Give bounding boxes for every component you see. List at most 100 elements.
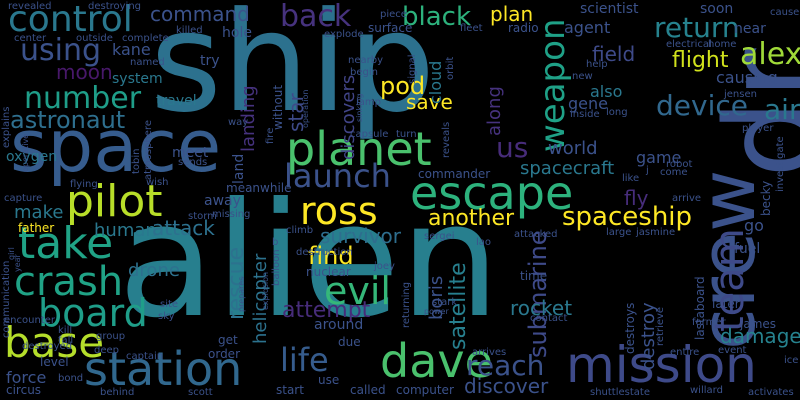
word-piece: piece — [380, 9, 407, 20]
word-jasmine: jasmine — [636, 227, 676, 238]
word-pod: pod — [380, 72, 426, 100]
word-astronaut: astronaut — [10, 106, 126, 134]
word-arrives: arrives — [472, 347, 507, 358]
word-moon: moon — [56, 60, 113, 84]
word-robot: robot — [666, 159, 693, 170]
word-submarine: submarine — [524, 230, 552, 358]
word-killed: killed — [176, 25, 203, 36]
word-radio: radio — [508, 21, 539, 35]
word-board: board — [38, 291, 148, 335]
word-fleet: fleet — [460, 23, 483, 34]
word-surface: surface — [368, 21, 413, 35]
word-space: space — [10, 104, 222, 188]
word-revealed: revealed — [8, 1, 52, 12]
word-along: along — [484, 86, 505, 136]
word-without: without — [271, 84, 285, 130]
word-missing: missing — [212, 209, 251, 220]
word-j: j — [646, 165, 649, 176]
word-signal: signal — [407, 54, 418, 84]
word-spaceship: spaceship — [562, 202, 693, 232]
word-stark: stark — [432, 297, 458, 308]
word-operation: operation — [301, 89, 310, 128]
word-air: air — [764, 93, 800, 126]
word-us: us — [496, 131, 529, 164]
word-around: around — [314, 317, 364, 333]
word-reach: reach — [466, 349, 545, 382]
word-discover: discover — [464, 374, 549, 398]
word-lamp: lamp — [356, 97, 381, 108]
word-like: like — [622, 173, 640, 184]
word-computer: computer — [396, 383, 454, 397]
word-deep: deep — [94, 345, 119, 356]
word-contact: contact — [530, 313, 568, 324]
word-level: level — [40, 355, 69, 369]
word-attempt: attempt — [282, 298, 371, 323]
word-save: save — [406, 90, 453, 114]
word-pilot: pilot — [66, 176, 163, 227]
word-joey: joey — [374, 261, 395, 272]
word-site: site — [160, 299, 179, 310]
word-b: b — [272, 237, 279, 248]
word-turn: turn — [396, 129, 417, 140]
word-communication: communication — [1, 260, 12, 338]
word-survivor: survivor — [320, 224, 402, 248]
word-way: way — [228, 117, 249, 128]
word-nearby: nearby — [348, 55, 383, 66]
word-bond: bond — [58, 373, 84, 384]
word-kane: kane — [112, 40, 151, 59]
word-home: home — [708, 39, 737, 50]
word-go: go — [744, 216, 764, 235]
word-scientist: scientist — [580, 1, 639, 17]
word-jensen: jensen — [724, 89, 757, 100]
word-launch: launch — [284, 157, 391, 195]
word-destroyed: destroyed — [22, 341, 73, 352]
word-center: center — [14, 33, 47, 44]
word-number: number — [24, 81, 142, 116]
word-named: named — [130, 57, 165, 68]
word-atmosphere: atmosphere — [143, 120, 154, 180]
word-plan: plan — [490, 2, 534, 26]
word-flight: flight — [672, 48, 729, 73]
word-land: land — [231, 153, 247, 184]
word-explosion: explosion — [261, 271, 270, 310]
word-help: help — [586, 59, 608, 70]
word-year: year — [13, 254, 22, 272]
word-station: station — [84, 342, 243, 396]
word-explains: explains — [1, 106, 12, 148]
word-game: game — [636, 148, 682, 167]
word-system: system — [112, 71, 163, 87]
word-father: father — [18, 221, 55, 235]
word-use: use — [318, 373, 340, 387]
word-group: group — [96, 331, 126, 342]
word-entire: entire — [670, 347, 700, 358]
word-near: near — [734, 21, 766, 37]
word-make: make — [14, 202, 64, 223]
word-cloud: cloud — [426, 60, 445, 104]
word-operative: operative — [21, 133, 30, 172]
word-return: return — [654, 11, 740, 44]
word-flying: flying — [70, 179, 98, 190]
word-arrive: arrive — [672, 193, 702, 204]
word-mission: mission — [566, 336, 757, 394]
word-get: get — [218, 333, 238, 347]
word-damaged: damaged — [720, 324, 800, 348]
word-tobin: tobin — [131, 148, 142, 174]
word-using: using — [20, 33, 102, 68]
word-sends: sends — [178, 157, 208, 168]
word-called: called — [350, 383, 386, 397]
word-back: back — [280, 0, 352, 34]
word-another: another — [428, 206, 515, 231]
word-attacked: attacked — [514, 229, 558, 240]
word-agent: agent — [564, 18, 611, 37]
word-former: former — [692, 317, 726, 328]
word-player: player — [742, 123, 774, 134]
word-activates: activates — [748, 387, 794, 398]
word-orbit: orbit — [445, 56, 456, 80]
word-attack: attack — [152, 216, 215, 240]
word-long: long — [606, 107, 628, 118]
word-fuel: fuel — [734, 241, 761, 257]
word-come: come — [660, 167, 688, 178]
word-base: base — [4, 318, 105, 367]
word-world: world — [548, 138, 598, 159]
word-time: time — [520, 269, 548, 283]
